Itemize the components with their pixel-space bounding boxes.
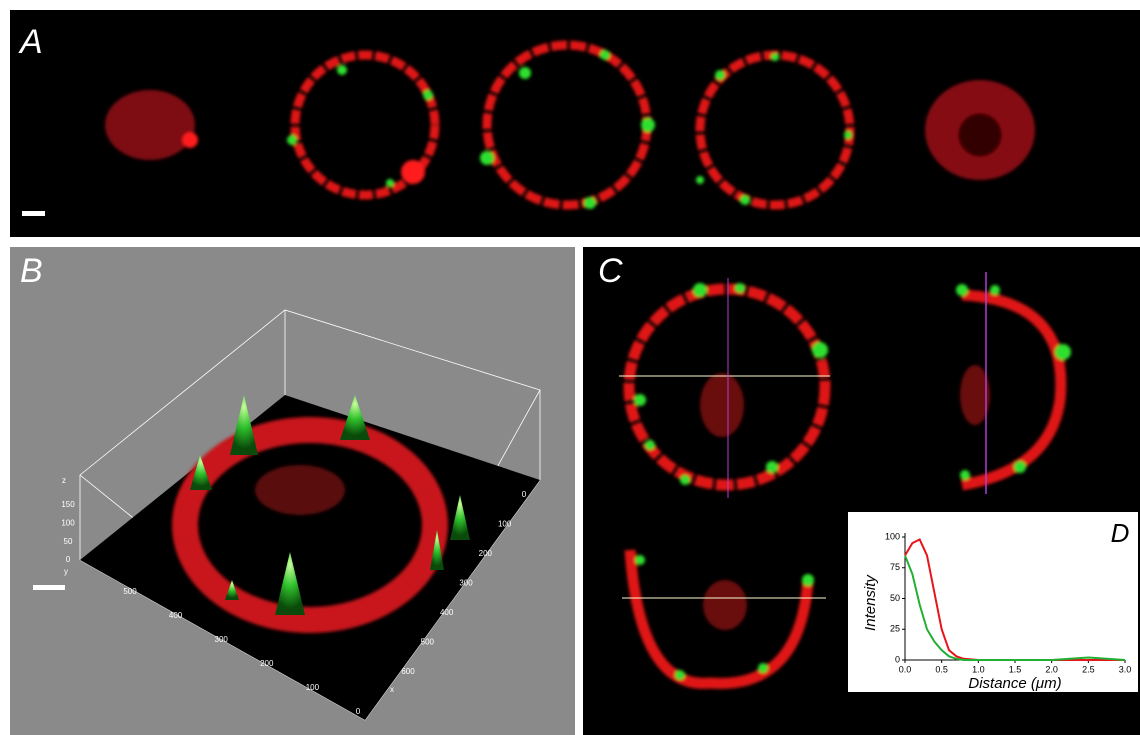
y-tick-label: 75: [890, 562, 900, 572]
axis-tick-label: 100: [61, 518, 75, 527]
axis-tick-label: 500: [421, 638, 435, 647]
panel-letter: C: [598, 252, 623, 290]
x-tick-label: 1.0: [972, 664, 985, 674]
axis-tick-label: 200: [260, 659, 274, 668]
y-tick-label: 0: [895, 654, 900, 664]
scale-bar: [33, 585, 65, 590]
y-tick-label: 100: [885, 531, 900, 541]
y-tick-label: 50: [890, 593, 900, 603]
axis-tick-label: 100: [306, 683, 320, 692]
y-tick-label: 25: [890, 624, 900, 634]
axis-label: z: [62, 476, 66, 485]
axis-tick-label: 300: [459, 579, 473, 588]
x-tick-label: 0.5: [935, 664, 948, 674]
axis-tick-label: 400: [169, 611, 183, 620]
chart-title: D: [1111, 518, 1130, 548]
axis-tick-label: 600: [401, 667, 415, 676]
axis-tick-label: 0: [66, 555, 71, 564]
axis-tick-label: 150: [61, 500, 75, 509]
panel-letter: B: [20, 252, 43, 290]
x-tick-label: 2.0: [1045, 664, 1058, 674]
axis-tick-label: 0: [522, 490, 527, 499]
panel-letter: A: [18, 23, 43, 61]
x-tick-label: 2.5: [1082, 664, 1095, 674]
scale-bar: [22, 211, 45, 216]
x-axis-label: Distance (μm): [968, 675, 1061, 692]
axis-tick-label: 200: [479, 549, 493, 558]
axis-tick-label: 500: [123, 587, 137, 596]
axis-tick-label: 400: [440, 608, 454, 617]
axis-tick-label: 300: [215, 635, 229, 644]
x-tick-label: 3.0: [1119, 664, 1132, 674]
axis-tick-label: 100: [498, 520, 512, 529]
x-tick-label: 1.5: [1009, 664, 1022, 674]
axis-tick-label: 50: [64, 537, 73, 546]
axis-label: y: [64, 567, 68, 576]
y-axis-label: Intensity: [862, 574, 879, 631]
x-tick-label: 0.0: [899, 664, 912, 674]
axis-tick-label: 0: [356, 707, 361, 716]
axis-label: x: [390, 685, 394, 694]
figure: A B z150100500y5004003002001000x01002003…: [0, 0, 1140, 735]
